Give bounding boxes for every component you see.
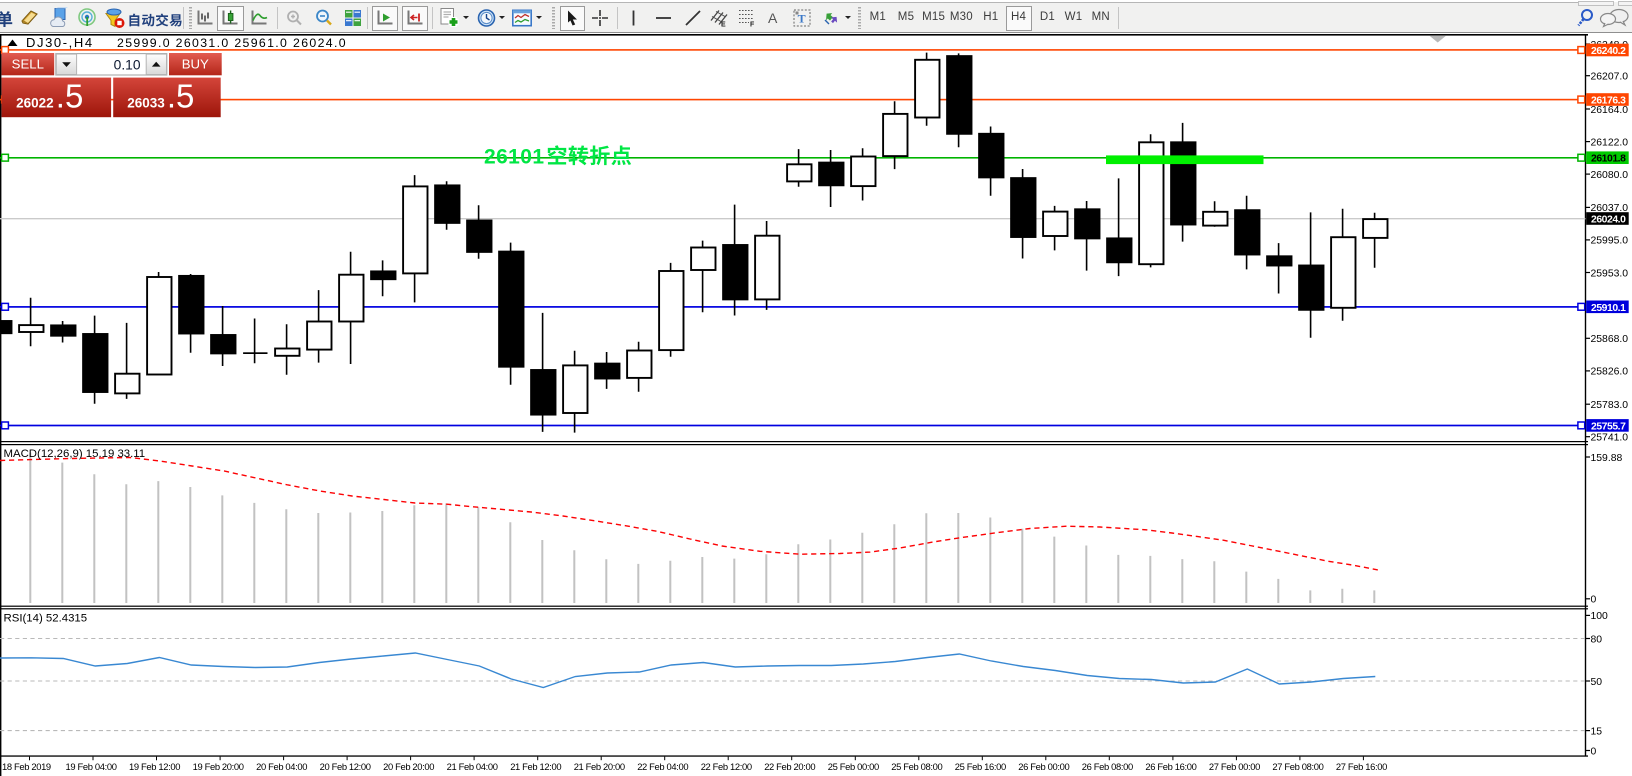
svg-text:26176.3: 26176.3 xyxy=(1591,96,1626,107)
svg-text:26207.0: 26207.0 xyxy=(1591,72,1629,83)
svg-text:E: E xyxy=(721,21,726,27)
svg-text:25953.0: 25953.0 xyxy=(1591,268,1629,279)
svg-text:25 Feb 16:00: 25 Feb 16:00 xyxy=(955,761,1006,772)
svg-text:.5: .5 xyxy=(167,77,195,114)
svg-text:26 Feb 16:00: 26 Feb 16:00 xyxy=(1145,761,1196,772)
svg-text:26080.0: 26080.0 xyxy=(1591,170,1629,181)
svg-text:21 Feb 20:00: 21 Feb 20:00 xyxy=(574,761,625,772)
svg-text:RSI(14) 52.4315: RSI(14) 52.4315 xyxy=(4,613,88,625)
svg-text:25755.7: 25755.7 xyxy=(1591,421,1626,432)
svg-text:26101: 26101 xyxy=(484,145,544,168)
svg-text:26 Feb 08:00: 26 Feb 08:00 xyxy=(1082,761,1133,772)
svg-text:15: 15 xyxy=(1591,726,1603,737)
svg-text:26024.0: 26024.0 xyxy=(1591,215,1626,226)
svg-text:0.10: 0.10 xyxy=(114,58,141,73)
svg-text:19 Feb 12:00: 19 Feb 12:00 xyxy=(129,761,180,772)
svg-text:26164.0: 26164.0 xyxy=(1591,105,1629,116)
svg-text:F: F xyxy=(750,21,755,27)
svg-text:20 Feb 20:00: 20 Feb 20:00 xyxy=(383,761,434,772)
svg-text:T: T xyxy=(798,11,806,25)
svg-text:25995.0: 25995.0 xyxy=(1591,236,1629,247)
svg-text:0: 0 xyxy=(1591,595,1597,606)
svg-text:25999.0 26031.0 25961.0 26024.: 25999.0 26031.0 25961.0 26024.0 xyxy=(117,36,347,50)
svg-text:25 Feb 08:00: 25 Feb 08:00 xyxy=(891,761,942,772)
svg-text:25 Feb 00:00: 25 Feb 00:00 xyxy=(828,761,879,772)
svg-text:26033: 26033 xyxy=(127,95,165,110)
svg-text:50: 50 xyxy=(1591,677,1603,688)
svg-text:80: 80 xyxy=(1591,634,1603,645)
svg-text:21 Feb 04:00: 21 Feb 04:00 xyxy=(447,761,498,772)
svg-text:18 Feb 2019: 18 Feb 2019 xyxy=(2,761,51,772)
svg-text:22 Feb 12:00: 22 Feb 12:00 xyxy=(701,761,752,772)
svg-text:26240.2: 26240.2 xyxy=(1591,46,1626,57)
svg-text:26 Feb 00:00: 26 Feb 00:00 xyxy=(1018,761,1069,772)
svg-text:BUY: BUY xyxy=(182,56,209,71)
svg-text:25868.0: 25868.0 xyxy=(1591,334,1629,345)
svg-text:22 Feb 20:00: 22 Feb 20:00 xyxy=(764,761,815,772)
svg-text:159.88: 159.88 xyxy=(1591,453,1623,464)
svg-text:22 Feb 04:00: 22 Feb 04:00 xyxy=(637,761,688,772)
svg-text:19 Feb 04:00: 19 Feb 04:00 xyxy=(66,761,117,772)
svg-text:25910.1: 25910.1 xyxy=(1591,303,1626,314)
svg-text:26122.0: 26122.0 xyxy=(1591,137,1629,148)
svg-text:0: 0 xyxy=(1591,746,1597,757)
svg-text:25826.0: 25826.0 xyxy=(1591,367,1629,378)
svg-text:MACD(12,26,9) 15.19 33.11: MACD(12,26,9) 15.19 33.11 xyxy=(4,448,146,460)
svg-text:25741.0: 25741.0 xyxy=(1591,433,1629,444)
svg-text:26037.0: 26037.0 xyxy=(1591,203,1629,214)
svg-text:21 Feb 12:00: 21 Feb 12:00 xyxy=(510,761,561,772)
svg-text:27 Feb 16:00: 27 Feb 16:00 xyxy=(1336,761,1387,772)
svg-text:26022: 26022 xyxy=(16,95,54,110)
svg-text:20 Feb 12:00: 20 Feb 12:00 xyxy=(320,761,371,772)
svg-text:27 Feb 08:00: 27 Feb 08:00 xyxy=(1272,761,1323,772)
svg-text:26101.8: 26101.8 xyxy=(1591,154,1626,165)
svg-text:100: 100 xyxy=(1591,611,1609,622)
svg-text:20 Feb 04:00: 20 Feb 04:00 xyxy=(256,761,307,772)
svg-text:DJ30-,H4: DJ30-,H4 xyxy=(26,35,94,50)
svg-text:.5: .5 xyxy=(56,77,84,114)
svg-text:SELL: SELL xyxy=(12,56,44,71)
svg-text:27 Feb 00:00: 27 Feb 00:00 xyxy=(1209,761,1260,772)
svg-text:19 Feb 20:00: 19 Feb 20:00 xyxy=(193,761,244,772)
svg-text:25783.0: 25783.0 xyxy=(1591,400,1629,411)
